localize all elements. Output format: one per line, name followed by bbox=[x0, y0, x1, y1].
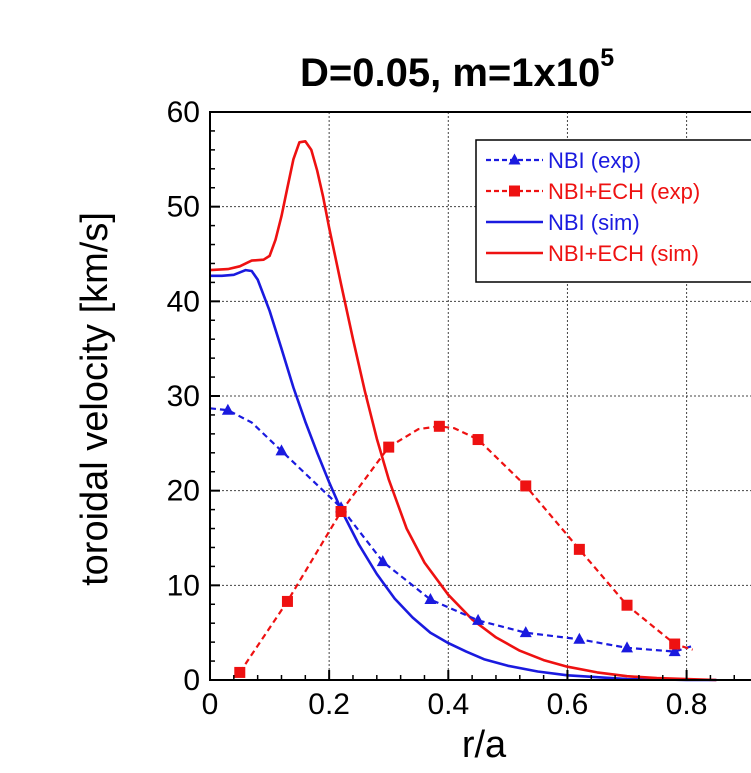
legend-entry: NBI (sim) bbox=[486, 210, 640, 235]
series-1 bbox=[209, 403, 693, 657]
data-point bbox=[621, 641, 634, 653]
legend-label: NBI (exp) bbox=[548, 148, 641, 173]
data-point bbox=[383, 441, 395, 453]
data-point bbox=[472, 434, 484, 446]
x-tick-label: 0 bbox=[202, 688, 219, 721]
legend-label: NBI (sim) bbox=[548, 210, 640, 235]
x-tick-label: 0.4 bbox=[427, 688, 469, 721]
data-point bbox=[275, 444, 288, 456]
series-line bbox=[209, 140, 717, 682]
x-axis-label: r/a bbox=[462, 724, 507, 766]
series-2 bbox=[234, 420, 693, 678]
data-point bbox=[573, 543, 585, 555]
legend-box bbox=[475, 139, 751, 283]
x-tick-label: 0.8 bbox=[666, 688, 708, 721]
data-point bbox=[376, 555, 389, 567]
grid bbox=[210, 112, 751, 680]
plot-area bbox=[209, 111, 751, 682]
data-point bbox=[424, 593, 437, 605]
x-tick-label: 0.2 bbox=[308, 688, 350, 721]
data-point bbox=[335, 505, 347, 517]
chart-title-base: D=0.05, m=1x10 bbox=[300, 51, 600, 95]
chart-title-superscript: 5 bbox=[600, 44, 614, 72]
y-tick-label: 60 bbox=[167, 96, 200, 129]
y-tick-label: 10 bbox=[167, 569, 200, 602]
legend-marker bbox=[509, 185, 520, 197]
y-tick-label: 40 bbox=[167, 285, 200, 318]
data-point bbox=[668, 645, 681, 657]
series-layer bbox=[209, 140, 717, 682]
ticks bbox=[209, 111, 736, 681]
legend-items: NBI (exp) NBI+ECH (exp) NBI (sim) NBI+ECH (… bbox=[486, 148, 700, 266]
data-point bbox=[281, 595, 293, 607]
y-axis-label: toroidal velocity [km/s] bbox=[74, 212, 116, 586]
y-tick-label: 50 bbox=[167, 191, 200, 224]
data-point bbox=[234, 666, 246, 678]
data-point bbox=[519, 626, 532, 638]
series-line bbox=[210, 268, 717, 682]
series-4 bbox=[209, 140, 717, 682]
legend-entry: NBI (exp) bbox=[486, 148, 641, 173]
legend-entry: NBI+ECH (sim) bbox=[486, 241, 699, 266]
y-tick-label: 30 bbox=[167, 380, 200, 413]
data-point bbox=[621, 599, 633, 611]
y-tick-labels: 0 10 20 30 40 50 60 bbox=[167, 96, 200, 697]
data-point bbox=[472, 613, 485, 625]
data-point bbox=[573, 632, 586, 644]
legend-entry: NBI+ECH (exp) bbox=[486, 179, 700, 204]
data-point bbox=[433, 420, 445, 432]
data-point bbox=[520, 480, 532, 492]
legend-label: NBI+ECH (sim) bbox=[548, 241, 699, 266]
x-tick-labels: 0 0.2 0.4 0.6 0.8 bbox=[202, 688, 708, 721]
x-tick-label: 0.6 bbox=[547, 688, 589, 721]
legend-marker bbox=[508, 153, 521, 165]
chart-title: D=0.05, m=1x105 bbox=[300, 44, 614, 95]
legend-label: NBI+ECH (exp) bbox=[548, 179, 700, 204]
y-tick-label: 20 bbox=[167, 475, 200, 508]
data-point bbox=[221, 403, 234, 415]
series-line bbox=[238, 425, 693, 674]
series-3 bbox=[210, 268, 717, 682]
legend: NBI (exp) NBI+ECH (exp) NBI (sim) NBI+ECH (… bbox=[475, 139, 751, 283]
data-point bbox=[669, 638, 681, 650]
y-tick-label: 0 bbox=[183, 664, 200, 697]
series-line bbox=[209, 407, 693, 653]
